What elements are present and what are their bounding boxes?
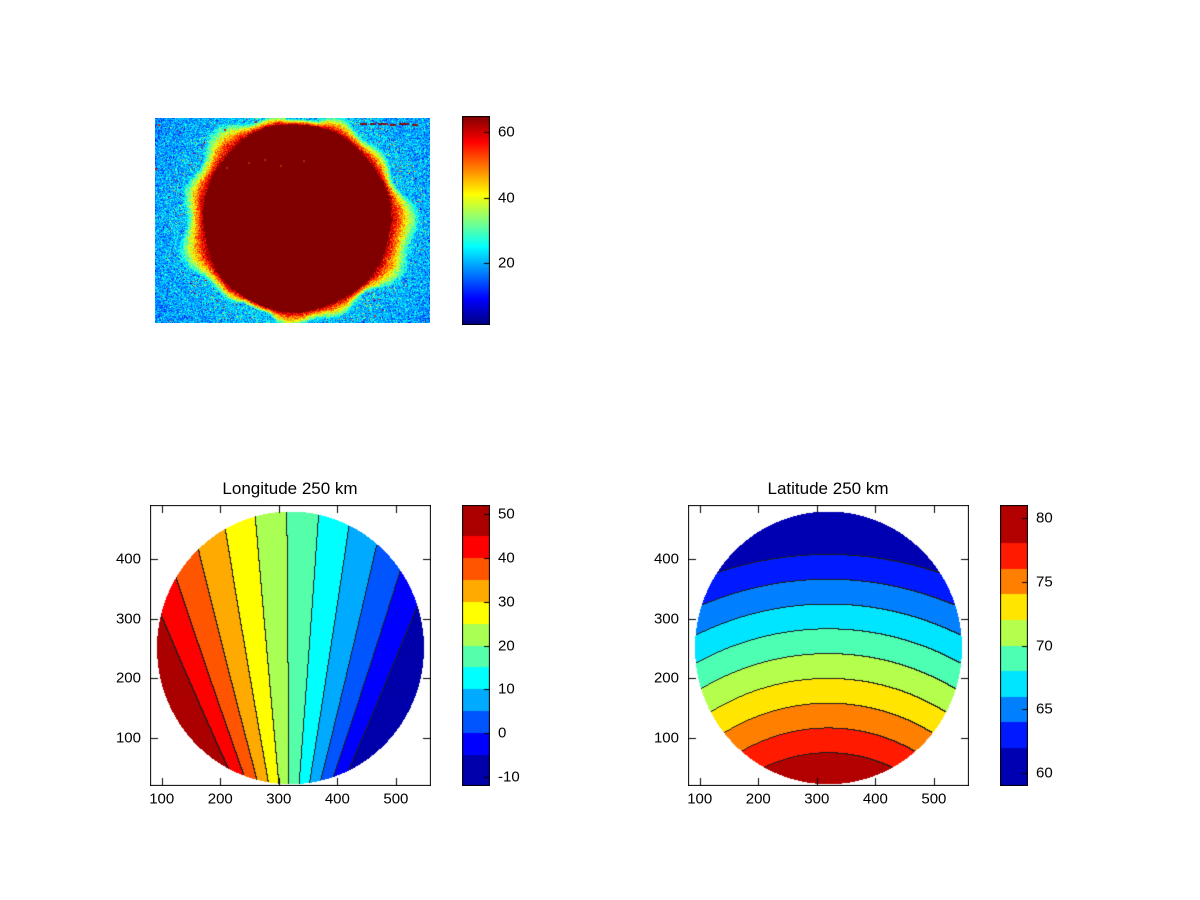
latitude_map-colorbar-tick-label: 65 <box>1036 700 1053 718</box>
longitude_map-colorbar-tick-label: -10 <box>498 768 520 786</box>
longitude_map-x-tick-label: 100 <box>149 790 175 808</box>
latitude_map-x-tick-label: 200 <box>745 790 771 808</box>
longitude_map-y-tick-label: 400 <box>115 550 141 568</box>
longitude_map-x-tick-label: 500 <box>383 790 409 808</box>
allsky-image-canvas <box>155 118 430 323</box>
longitude_map-colorbar-tick-label: 10 <box>498 680 515 698</box>
allsky_image-colorbar-tick-label: 60 <box>498 123 515 141</box>
latitude_map-colorbar-tick-label: 70 <box>1036 637 1053 654</box>
longitude_map-colorbar-tick-label: 20 <box>498 637 515 654</box>
latitude_map-y-tick-label: 200 <box>653 669 679 687</box>
allsky_image-colorbar-tick-label: 40 <box>498 189 515 207</box>
allsky-colorbar <box>462 116 490 325</box>
latitude_map-x-tick-label: 400 <box>862 790 888 808</box>
latitude_map-y-tick-label: 300 <box>653 610 679 628</box>
latitude_map-y-tick-label: 100 <box>653 729 679 747</box>
latitude_map-colorbar-tick-label: 80 <box>1036 509 1053 527</box>
latitude-colorbar <box>1000 505 1028 786</box>
longitude_map-colorbar-tick-label: 40 <box>498 549 515 567</box>
latitude_map-colorbar-tick-label: 75 <box>1036 573 1053 591</box>
latitude_map-x-tick-label: 500 <box>921 790 947 808</box>
longitude-map-canvas <box>150 505 431 786</box>
latitude_map-x-tick-label: 300 <box>804 790 830 808</box>
longitude_map-y-tick-label: 100 <box>115 729 141 747</box>
longitude_map-y-tick-label: 200 <box>115 669 141 687</box>
longitude_map-colorbar-tick-label: 30 <box>498 593 515 611</box>
longitude_map-colorbar-tick-label: 50 <box>498 505 515 523</box>
latitude-plot-title: Latitude 250 km <box>767 479 889 498</box>
longitude-colorbar <box>462 505 490 786</box>
latitude_map-colorbar-tick-label: 60 <box>1036 764 1053 782</box>
latitude_map-y-tick-label: 400 <box>653 550 679 568</box>
latitude_map-x-tick-label: 100 <box>687 790 713 808</box>
longitude-plot-title: Longitude 250 km <box>222 479 358 498</box>
longitude_map-colorbar-tick-label: 0 <box>498 724 507 742</box>
longitude_map-x-tick-label: 200 <box>207 790 233 808</box>
longitude_map-x-tick-label: 400 <box>324 790 350 808</box>
longitude_map-y-tick-label: 300 <box>115 610 141 628</box>
longitude_map-x-tick-label: 300 <box>266 790 292 808</box>
allsky_image-colorbar-tick-label: 20 <box>498 254 515 272</box>
latitude-map-canvas <box>688 505 969 786</box>
